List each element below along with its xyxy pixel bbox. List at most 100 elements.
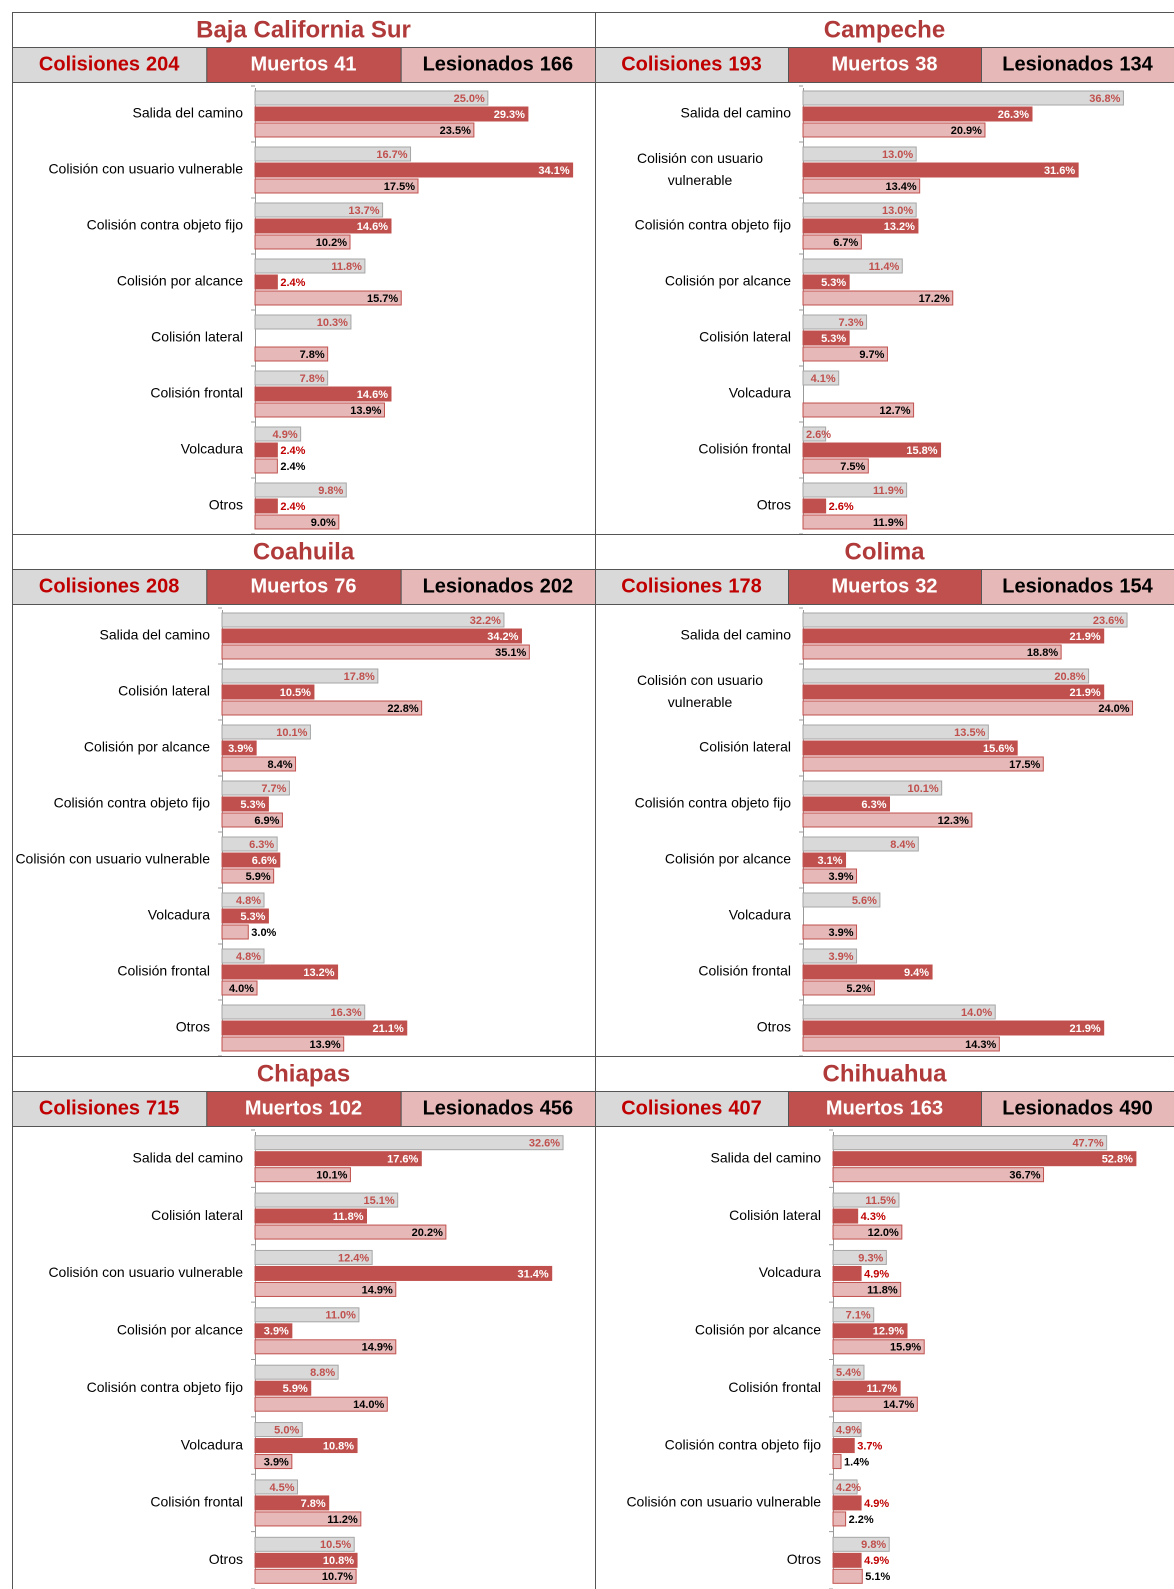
label-line: Colisión con usuario <box>637 150 763 166</box>
legend-entry: Colisiones 715 <box>39 1098 180 1120</box>
value-label: 9.8% <box>861 1539 886 1551</box>
value-label: 32.2% <box>470 615 501 627</box>
bar <box>254 1364 339 1380</box>
series-name: Muertos <box>250 54 328 76</box>
bar <box>802 178 921 194</box>
bar <box>254 1323 293 1339</box>
value-label: 1.4% <box>844 1456 869 1468</box>
bar <box>254 1307 360 1323</box>
bar <box>802 852 847 868</box>
bar <box>221 892 265 908</box>
value-label: 6.3% <box>861 799 886 811</box>
bar <box>832 1224 903 1240</box>
header-cell <box>595 47 789 83</box>
value-label: 4.1% <box>811 373 836 385</box>
value-label: 4.8% <box>236 951 261 963</box>
value-label: 22.8% <box>387 703 418 715</box>
legend-entry: Colisiones 178 <box>621 576 762 598</box>
bar <box>802 218 919 234</box>
value-label: 25.0% <box>454 93 485 105</box>
bar <box>221 684 315 700</box>
value-label: 13.7% <box>348 205 379 217</box>
bar <box>254 1396 388 1412</box>
value-label: 11.9% <box>873 517 904 529</box>
bar <box>802 780 943 796</box>
value-label: 31.4% <box>518 1268 549 1280</box>
category-label: Colisión frontal <box>728 1379 821 1395</box>
category-label: Colisión contra objeto fijo <box>665 1436 822 1452</box>
value-label: 13.0% <box>882 205 913 217</box>
bar <box>802 402 915 418</box>
bar <box>832 1511 847 1527</box>
bar <box>802 482 908 498</box>
value-label: 11.9% <box>873 485 904 497</box>
value-label: 5.2% <box>846 983 871 995</box>
value-label: 5.9% <box>283 1383 308 1395</box>
value-label: 10.1% <box>316 1170 347 1182</box>
value-label: 10.1% <box>276 727 307 739</box>
value-label: 16.3% <box>331 1007 362 1019</box>
value-label: 14.0% <box>353 1399 384 1411</box>
value-label: 8.4% <box>890 839 915 851</box>
value-label: 12.7% <box>879 405 910 417</box>
value-label: 17.2% <box>919 293 950 305</box>
bar <box>802 1004 996 1020</box>
series-total: 202 <box>540 576 573 598</box>
panel-title: Coahuila <box>253 538 355 565</box>
value-label: 4.9% <box>864 1555 889 1567</box>
value-label: 2.4% <box>280 461 305 473</box>
bar <box>254 1422 303 1438</box>
legend-entry: Muertos 102 <box>245 1098 362 1120</box>
value-label: 15.9% <box>890 1342 921 1354</box>
bar <box>254 442 278 458</box>
category-label: Colisión contra objeto fijo <box>635 795 792 811</box>
value-label: 10.1% <box>907 783 938 795</box>
bar <box>254 1552 358 1568</box>
bar <box>802 442 942 458</box>
bar <box>832 1568 863 1584</box>
bar <box>802 162 1079 178</box>
bar <box>221 908 269 924</box>
value-label: 21.9% <box>1070 631 1101 643</box>
value-label: 12.3% <box>938 815 969 827</box>
value-label: 13.4% <box>885 181 916 193</box>
bar <box>221 924 249 940</box>
legend-entry: Lesionados 456 <box>423 1098 574 1120</box>
value-label: 3.1% <box>817 855 842 867</box>
value-label: 2.6% <box>829 501 854 513</box>
value-label: 10.8% <box>323 1555 354 1567</box>
bar <box>832 1192 900 1208</box>
header-cell <box>788 569 982 605</box>
value-label: 3.0% <box>251 927 276 939</box>
panel: Baja California Sur Colisiones 204 Muertos 4… <box>12 12 596 535</box>
panel-title: Chihuahua <box>823 1060 948 1087</box>
bar <box>802 812 973 828</box>
bar <box>832 1495 862 1511</box>
bar <box>221 724 311 740</box>
value-label: 47.7% <box>1072 1138 1103 1150</box>
panel: Coahuila Colisiones 208 Muertos 76 Lesionados… <box>12 534 596 1057</box>
bar <box>802 836 919 852</box>
value-label: 4.2% <box>836 1482 861 1494</box>
series-name: Muertos <box>826 1098 904 1120</box>
series-name: Lesionados <box>1002 1098 1113 1120</box>
bar <box>802 274 850 290</box>
bar <box>254 106 529 122</box>
value-label: 36.7% <box>1009 1170 1040 1182</box>
value-label: 11.8% <box>333 1211 364 1223</box>
bar <box>254 386 392 402</box>
category-label: Colisión con usuario vulnerable <box>626 1494 821 1510</box>
value-label: 6.3% <box>249 839 274 851</box>
bar <box>254 1339 397 1355</box>
bar <box>832 1265 862 1281</box>
bar <box>832 1135 1108 1151</box>
series-name: Colisiones <box>39 1098 140 1120</box>
bar <box>254 1265 553 1281</box>
legend-entry: Colisiones 193 <box>621 54 762 76</box>
header-cell <box>206 569 402 605</box>
value-label: 34.2% <box>487 631 518 643</box>
value-label: 2.6% <box>806 429 831 441</box>
value-label: 6.6% <box>252 855 277 867</box>
value-label: 2.4% <box>280 501 305 513</box>
legend-entry: Lesionados 490 <box>1002 1098 1153 1120</box>
